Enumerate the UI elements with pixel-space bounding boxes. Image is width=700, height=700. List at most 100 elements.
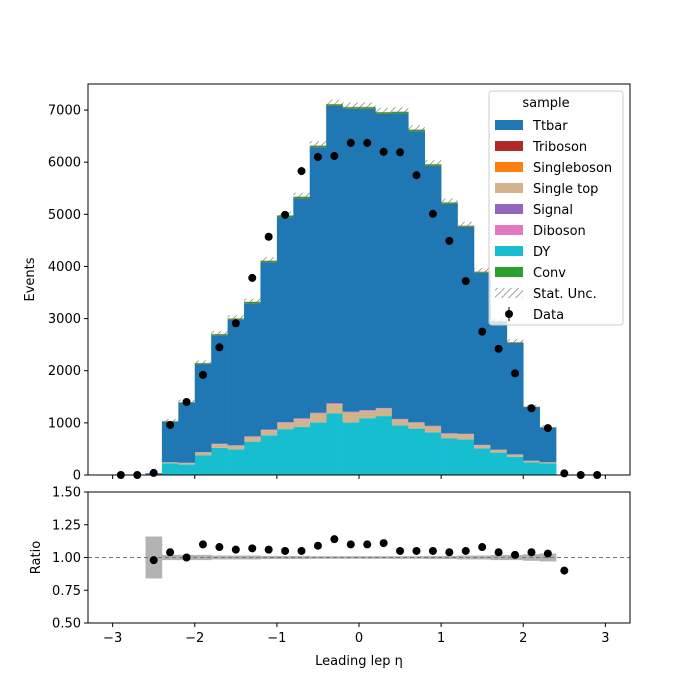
bar-ttbar-bin-11 xyxy=(293,198,311,419)
data-point-19 xyxy=(428,209,437,218)
stat-unc-bin-18 xyxy=(408,125,425,134)
ratio-point-23 xyxy=(527,548,536,557)
ratio-band-bin-19 xyxy=(457,555,475,560)
bar-single-top-bin-11 xyxy=(293,419,311,428)
legend-label-ttbar: Ttbar xyxy=(532,119,568,134)
bar-dy-bin-16 xyxy=(375,416,393,475)
bar-dy-bin-6 xyxy=(211,447,228,475)
ratio-point-14 xyxy=(379,539,388,548)
data-point-6 xyxy=(215,343,224,352)
stat-unc-bin-7 xyxy=(227,315,245,322)
ratio-point-7 xyxy=(264,545,273,554)
data-point-5 xyxy=(198,370,207,379)
data-point-4 xyxy=(182,398,191,407)
legend-swatch-data xyxy=(505,310,513,318)
bar-ttbar-bin-14 xyxy=(342,108,360,412)
bar-ttbar-bin-12 xyxy=(309,147,327,413)
bar-dy-bin-23 xyxy=(490,452,508,475)
data-point-2 xyxy=(149,468,158,477)
bar-single-top-bin-15 xyxy=(359,410,376,419)
stat-unc-bin-8 xyxy=(244,298,261,305)
bar-dy-bin-14 xyxy=(342,422,360,475)
stat-unc-bin-19 xyxy=(424,160,442,169)
ratio-point-11 xyxy=(330,535,339,544)
legend-swatch-stat-unc xyxy=(495,288,523,298)
bar-ttbar-bin-5 xyxy=(194,364,212,453)
main-y-tick-label-1000: 1000 xyxy=(48,416,81,431)
data-point-10 xyxy=(281,210,290,219)
main-y-tick-label-7000: 7000 xyxy=(48,104,81,119)
bar-ttbar-bin-17 xyxy=(391,113,409,419)
bar-diboson-bin-12 xyxy=(309,412,327,414)
bar-dy-bin-3 xyxy=(161,463,179,475)
bar-ttbar-bin-15 xyxy=(359,108,376,411)
bar-diboson-bin-16 xyxy=(375,408,393,409)
legend-swatch-single-top xyxy=(495,183,523,193)
stat-unc-bin-16 xyxy=(375,107,392,117)
ratio-point-24 xyxy=(543,549,552,558)
main-x-ticks xyxy=(112,475,606,479)
data-point-24 xyxy=(511,369,520,378)
ratio-x-tick-label-2: 2 xyxy=(519,631,527,646)
legend-label-signal: Signal xyxy=(533,203,573,218)
legend-label-singleboson: Singleboson xyxy=(533,161,612,176)
legend-label-data: Data xyxy=(533,308,564,323)
bar-ttbar-bin-25 xyxy=(523,407,540,461)
ratio-point-15 xyxy=(396,546,405,555)
ratio-point-18 xyxy=(445,548,454,557)
bar-single-top-bin-12 xyxy=(309,413,327,423)
ratio-point-0 xyxy=(149,556,158,565)
bar-ttbar-bin-6 xyxy=(211,335,228,444)
bar-dy-bin-7 xyxy=(227,449,245,475)
ratio-band-bin-16 xyxy=(408,556,425,559)
legend: sample Ttbar Triboson Singleboson Single top… xyxy=(488,90,624,326)
legend-swatch-dy xyxy=(495,246,523,256)
stat-unc-bin-6 xyxy=(211,331,228,337)
data-point-27 xyxy=(560,469,569,478)
bar-single-top-bin-21 xyxy=(457,434,475,440)
bar-single-top-bin-9 xyxy=(260,430,278,436)
bar-ttbar-bin-13 xyxy=(326,105,343,404)
stat-unc-bin-17 xyxy=(391,107,409,116)
data-point-23 xyxy=(494,344,503,353)
ratio-point-17 xyxy=(428,546,437,555)
bar-diboson-bin-11 xyxy=(293,418,311,420)
stat-unc-bin-20 xyxy=(441,198,458,207)
main-histogram-panel: 0 1000 2000 3000 4000 5000 6000 7000 Events sam… xyxy=(23,83,631,484)
data-point-9 xyxy=(264,232,273,241)
bar-diboson-bin-17 xyxy=(391,419,409,420)
bar-single-top-bin-25 xyxy=(523,460,540,463)
bar-ttbar-bin-19 xyxy=(424,165,442,426)
legend-label-dy: DY xyxy=(533,245,550,260)
data-point-20 xyxy=(445,236,454,245)
ratio-x-tick-label-3: 3 xyxy=(601,631,609,646)
data-point-22 xyxy=(478,327,487,336)
ratio-point-8 xyxy=(281,546,290,555)
ratio-band-bin-18 xyxy=(441,555,458,560)
data-point-14 xyxy=(346,138,355,147)
ratio-point-1 xyxy=(166,548,175,557)
ratio-y-tick-label-2: 1.00 xyxy=(52,551,81,566)
ratio-point-21 xyxy=(494,548,503,557)
data-point-13 xyxy=(330,151,339,160)
bar-dy-bin-20 xyxy=(441,438,458,475)
legend-swatch-conv xyxy=(495,267,523,277)
bar-single-top-bin-13 xyxy=(326,404,343,414)
data-point-12 xyxy=(313,152,322,161)
bar-single-top-bin-18 xyxy=(408,422,425,429)
bar-dy-bin-24 xyxy=(506,456,524,475)
bar-dy-bin-12 xyxy=(309,422,327,475)
main-y-axis-label: Events xyxy=(23,257,38,301)
bar-dy-bin-21 xyxy=(457,439,475,475)
ratio-point-9 xyxy=(297,546,306,555)
legend-label-triboson: Triboson xyxy=(532,140,587,155)
bar-ttbar-bin-3 xyxy=(161,421,179,463)
bar-single-top-bin-14 xyxy=(342,412,360,423)
bar-single-top-bin-19 xyxy=(424,426,442,433)
bar-ttbar-bin-10 xyxy=(276,217,294,423)
bar-dy-bin-17 xyxy=(391,425,409,475)
bar-dy-bin-9 xyxy=(260,435,278,475)
data-point-17 xyxy=(396,148,405,157)
bar-ttbar-bin-16 xyxy=(375,113,393,408)
data-point-11 xyxy=(297,167,306,176)
